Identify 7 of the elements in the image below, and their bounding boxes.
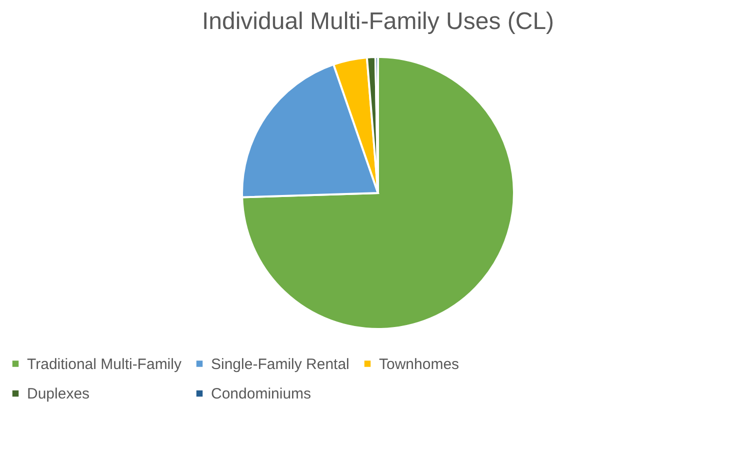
legend-label: Traditional Multi-Family [27, 356, 182, 373]
legend-label: Duplexes [27, 386, 90, 402]
pie-slice [241, 56, 515, 330]
legend-label: Townhomes [379, 356, 460, 373]
legend-label: Single-Family Rental [211, 356, 350, 373]
chart-title: Individual Multi-Family Uses (CL) [202, 8, 554, 35]
legend-label: Condominiums [211, 386, 312, 402]
